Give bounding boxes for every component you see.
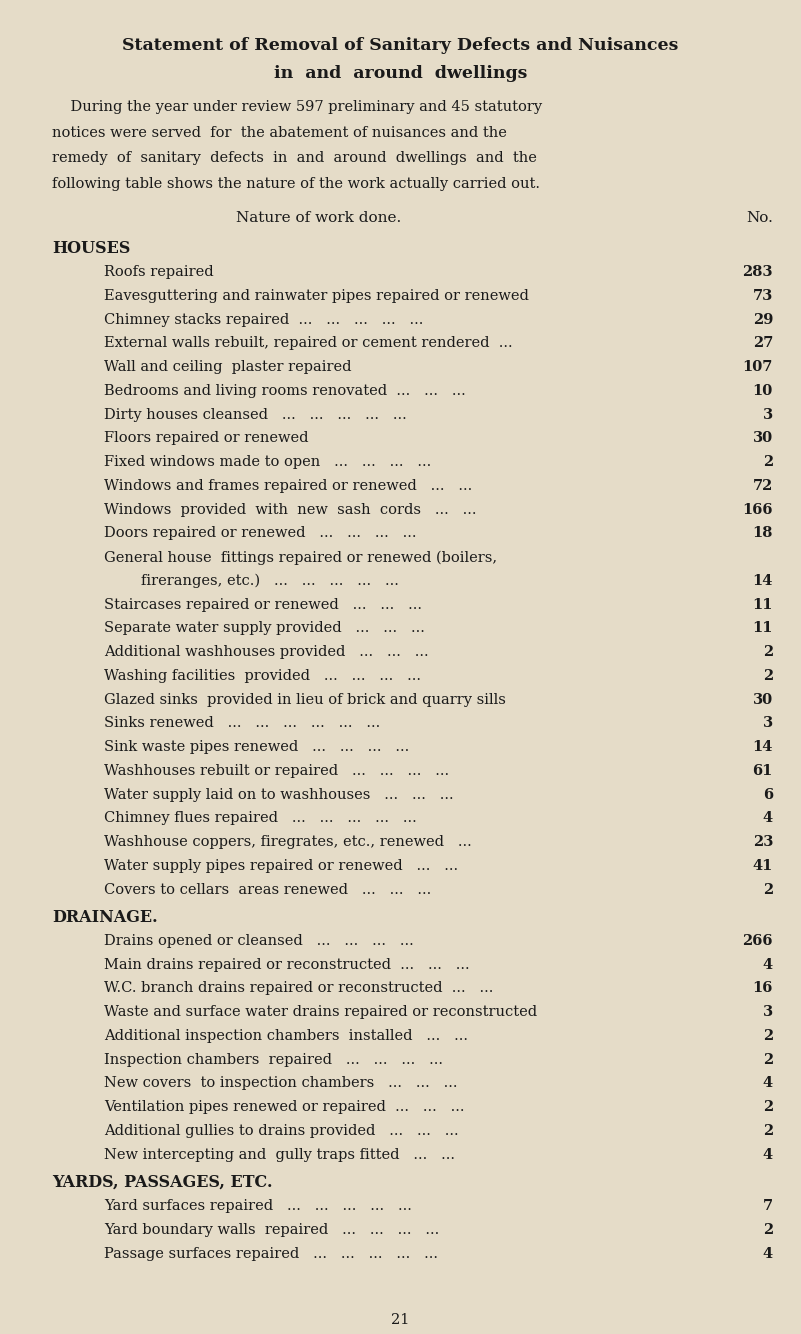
Text: 2: 2 [763, 1029, 773, 1043]
Text: DRAINAGE.: DRAINAGE. [52, 908, 158, 926]
Text: Water supply laid on to washhouses   ...   ...   ...: Water supply laid on to washhouses ... .… [104, 787, 453, 802]
Text: remedy  of  sanitary  defects  in  and  around  dwellings  and  the: remedy of sanitary defects in and around… [52, 151, 537, 165]
Text: 41: 41 [753, 859, 773, 872]
Text: 2: 2 [763, 455, 773, 470]
Text: Separate water supply provided   ...   ...   ...: Separate water supply provided ... ... .… [104, 622, 425, 635]
Text: Dirty houses cleansed   ...   ...   ...   ...   ...: Dirty houses cleansed ... ... ... ... ..… [104, 408, 407, 422]
Text: External walls rebuilt, repaired or cement rendered  ...: External walls rebuilt, repaired or ceme… [104, 336, 513, 351]
Text: 283: 283 [743, 265, 773, 279]
Text: Bedrooms and living rooms renovated  ...   ...   ...: Bedrooms and living rooms renovated ... … [104, 384, 466, 398]
Text: Additional inspection chambers  installed   ...   ...: Additional inspection chambers installed… [104, 1029, 468, 1043]
Text: Ventilation pipes renewed or repaired  ...   ...   ...: Ventilation pipes renewed or repaired ..… [104, 1101, 465, 1114]
Text: Floors repaired or renewed: Floors repaired or renewed [104, 431, 308, 446]
Text: Additional washhouses provided   ...   ...   ...: Additional washhouses provided ... ... .… [104, 646, 429, 659]
Text: 7: 7 [763, 1199, 773, 1213]
Text: Washhouses rebuilt or repaired   ...   ...   ...   ...: Washhouses rebuilt or repaired ... ... .… [104, 764, 449, 778]
Text: fireranges, etc.)   ...   ...   ...   ...   ...: fireranges, etc.) ... ... ... ... ... [104, 574, 399, 588]
Text: 4: 4 [763, 1147, 773, 1162]
Text: Eavesguttering and rainwater pipes repaired or renewed: Eavesguttering and rainwater pipes repai… [104, 289, 529, 303]
Text: Chimney flues repaired   ...   ...   ...   ...   ...: Chimney flues repaired ... ... ... ... .… [104, 811, 417, 826]
Text: 27: 27 [753, 336, 773, 351]
Text: 107: 107 [743, 360, 773, 375]
Text: 18: 18 [753, 527, 773, 540]
Text: Yard boundary walls  repaired   ...   ...   ...   ...: Yard boundary walls repaired ... ... ...… [104, 1223, 440, 1237]
Text: Covers to cellars  areas renewed   ...   ...   ...: Covers to cellars areas renewed ... ... … [104, 883, 432, 896]
Text: 11: 11 [752, 598, 773, 612]
Text: 4: 4 [763, 811, 773, 826]
Text: Main drains repaired or reconstructed  ...   ...   ...: Main drains repaired or reconstructed ..… [104, 958, 469, 971]
Text: 2: 2 [763, 883, 773, 896]
Text: Fixed windows made to open   ...   ...   ...   ...: Fixed windows made to open ... ... ... .… [104, 455, 432, 470]
Text: 266: 266 [743, 934, 773, 948]
Text: 4: 4 [763, 1077, 773, 1090]
Text: 16: 16 [753, 982, 773, 995]
Text: Glazed sinks  provided in lieu of brick and quarry sills: Glazed sinks provided in lieu of brick a… [104, 692, 506, 707]
Text: Sink waste pipes renewed   ...   ...   ...   ...: Sink waste pipes renewed ... ... ... ... [104, 740, 409, 754]
Text: Washing facilities  provided   ...   ...   ...   ...: Washing facilities provided ... ... ... … [104, 668, 421, 683]
Text: 2: 2 [763, 668, 773, 683]
Text: notices were served  for  the abatement of nuisances and the: notices were served for the abatement of… [52, 125, 507, 140]
Text: 30: 30 [753, 692, 773, 707]
Text: Roofs repaired: Roofs repaired [104, 265, 214, 279]
Text: Staircases repaired or renewed   ...   ...   ...: Staircases repaired or renewed ... ... .… [104, 598, 422, 612]
Text: HOUSES: HOUSES [52, 240, 131, 257]
Text: 14: 14 [753, 574, 773, 588]
Text: No.: No. [746, 211, 773, 224]
Text: Water supply pipes repaired or renewed   ...   ...: Water supply pipes repaired or renewed .… [104, 859, 458, 872]
Text: Nature of work done.: Nature of work done. [236, 211, 401, 224]
Text: Windows and frames repaired or renewed   ...   ...: Windows and frames repaired or renewed .… [104, 479, 473, 494]
Text: New intercepting and  gully traps fitted   ...   ...: New intercepting and gully traps fitted … [104, 1147, 455, 1162]
Text: 21: 21 [392, 1313, 409, 1326]
Text: Drains opened or cleansed   ...   ...   ...   ...: Drains opened or cleansed ... ... ... ..… [104, 934, 414, 948]
Text: YARDS, PASSAGES, ETC.: YARDS, PASSAGES, ETC. [52, 1174, 272, 1191]
Text: 30: 30 [753, 431, 773, 446]
Text: Windows  provided  with  new  sash  cords   ...   ...: Windows provided with new sash cords ...… [104, 503, 477, 516]
Text: 166: 166 [743, 503, 773, 516]
Text: 73: 73 [753, 289, 773, 303]
Text: 29: 29 [753, 312, 773, 327]
Text: Waste and surface water drains repaired or reconstructed: Waste and surface water drains repaired … [104, 1006, 537, 1019]
Text: 61: 61 [753, 764, 773, 778]
Text: 2: 2 [763, 1101, 773, 1114]
Text: Inspection chambers  repaired   ...   ...   ...   ...: Inspection chambers repaired ... ... ...… [104, 1053, 443, 1067]
Text: Additional gullies to drains provided   ...   ...   ...: Additional gullies to drains provided ..… [104, 1125, 459, 1138]
Text: 3: 3 [763, 408, 773, 422]
Text: 23: 23 [753, 835, 773, 850]
Text: 10: 10 [753, 384, 773, 398]
Text: Passage surfaces repaired   ...   ...   ...   ...   ...: Passage surfaces repaired ... ... ... ..… [104, 1246, 438, 1261]
Text: Doors repaired or renewed   ...   ...   ...   ...: Doors repaired or renewed ... ... ... ..… [104, 527, 417, 540]
Text: 2: 2 [763, 1125, 773, 1138]
Text: 4: 4 [763, 958, 773, 971]
Text: Wall and ceiling  plaster repaired: Wall and ceiling plaster repaired [104, 360, 352, 375]
Text: Chimney stacks repaired  ...   ...   ...   ...   ...: Chimney stacks repaired ... ... ... ... … [104, 312, 424, 327]
Text: Washhouse coppers, firegrates, etc., renewed   ...: Washhouse coppers, firegrates, etc., ren… [104, 835, 472, 850]
Text: 3: 3 [763, 1006, 773, 1019]
Text: Sinks renewed   ...   ...   ...   ...   ...   ...: Sinks renewed ... ... ... ... ... ... [104, 716, 380, 731]
Text: 72: 72 [753, 479, 773, 494]
Text: 3: 3 [763, 716, 773, 731]
Text: following table shows the nature of the work actually carried out.: following table shows the nature of the … [52, 177, 540, 191]
Text: 11: 11 [752, 622, 773, 635]
Text: General house  fittings repaired or renewed (boilers,: General house fittings repaired or renew… [104, 550, 497, 564]
Text: 2: 2 [763, 1223, 773, 1237]
Text: New covers  to inspection chambers   ...   ...   ...: New covers to inspection chambers ... ..… [104, 1077, 457, 1090]
Text: 6: 6 [763, 787, 773, 802]
Text: W.C. branch drains repaired or reconstructed  ...   ...: W.C. branch drains repaired or reconstru… [104, 982, 493, 995]
Text: 2: 2 [763, 1053, 773, 1067]
Text: in  and  around  dwellings: in and around dwellings [274, 65, 527, 83]
Text: During the year under review 597 preliminary and 45 statutory: During the year under review 597 prelimi… [52, 100, 542, 113]
Text: 14: 14 [753, 740, 773, 754]
Text: 4: 4 [763, 1246, 773, 1261]
Text: Yard surfaces repaired   ...   ...   ...   ...   ...: Yard surfaces repaired ... ... ... ... .… [104, 1199, 412, 1213]
Text: Statement of Removal of Sanitary Defects and Nuisances: Statement of Removal of Sanitary Defects… [123, 37, 678, 55]
Text: 2: 2 [763, 646, 773, 659]
